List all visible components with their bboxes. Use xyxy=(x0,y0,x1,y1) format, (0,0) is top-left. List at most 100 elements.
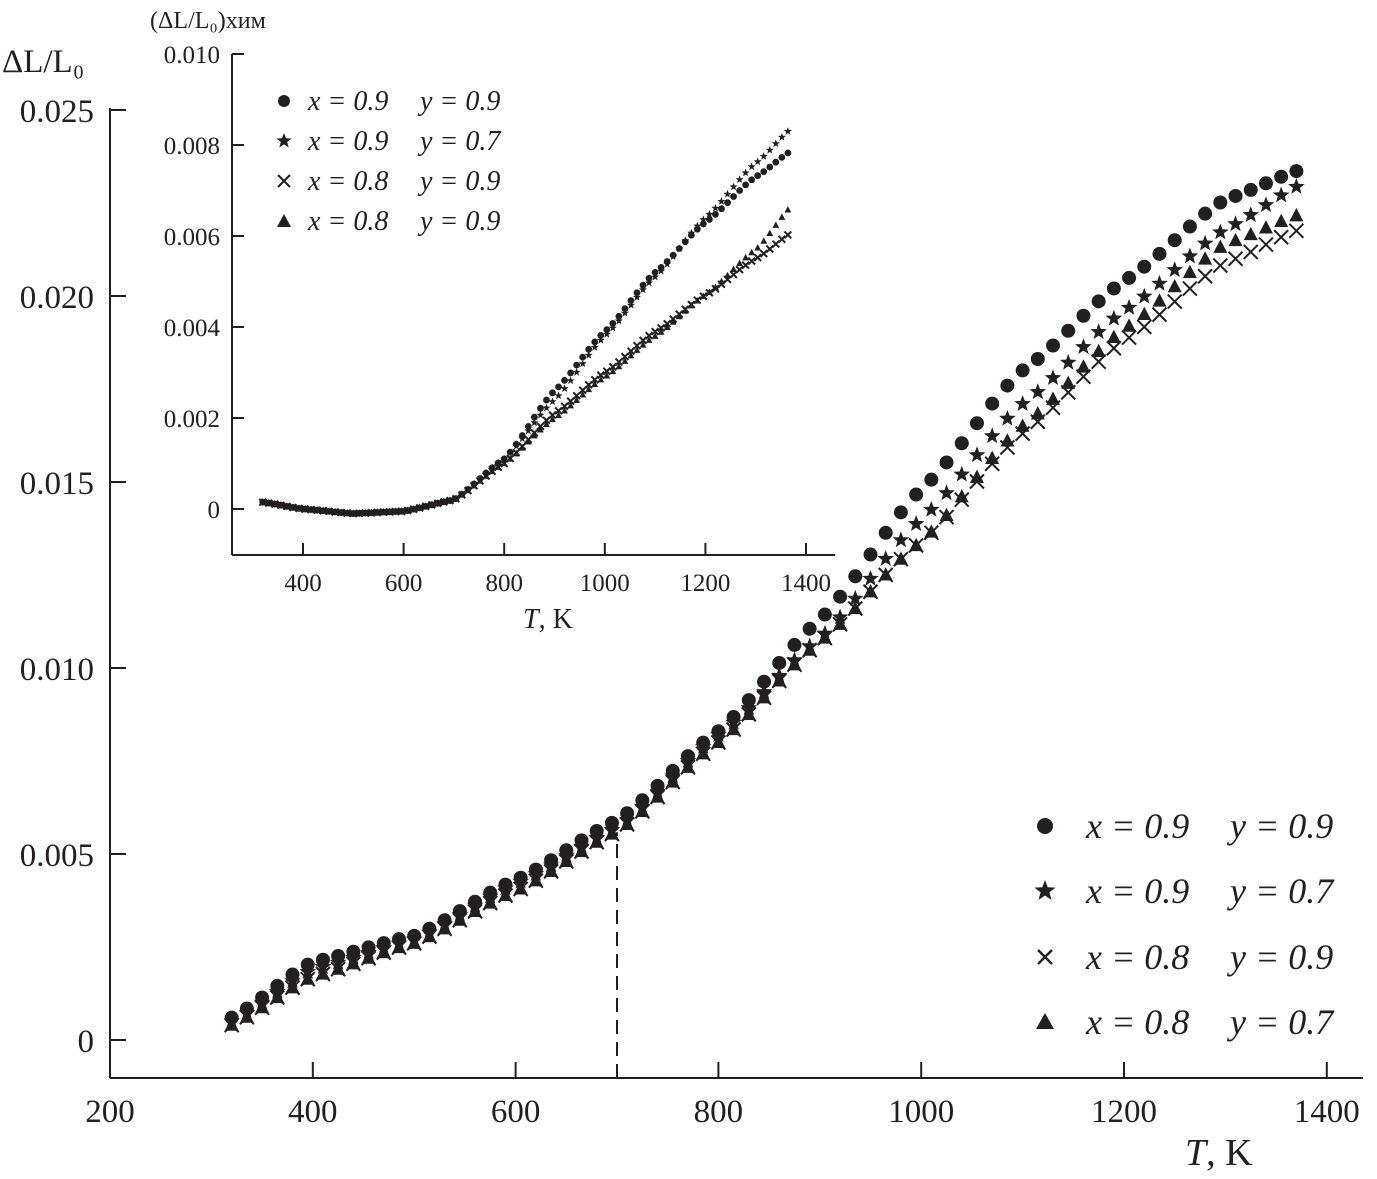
point-triangle xyxy=(567,401,574,409)
point-star xyxy=(765,145,774,154)
point-triangle xyxy=(657,328,665,335)
point-triangle xyxy=(651,332,659,339)
point-star xyxy=(1105,309,1123,326)
point-star xyxy=(1212,223,1229,240)
point-triangle xyxy=(650,789,665,803)
series-triangle xyxy=(224,208,1304,1031)
point-cross xyxy=(753,253,762,262)
point-star xyxy=(687,228,696,237)
point-triangle xyxy=(500,459,508,467)
point-star xyxy=(681,236,690,245)
x-tick-label: 400 xyxy=(288,1094,338,1130)
point-cross xyxy=(566,397,575,406)
point-cross xyxy=(783,230,792,239)
point-circle xyxy=(1289,164,1304,179)
point-circle xyxy=(802,621,817,636)
point-star xyxy=(1075,338,1092,354)
y-tick-label: 0.004 xyxy=(164,315,221,342)
point-circle xyxy=(1182,219,1197,234)
point-triangle xyxy=(289,503,297,511)
point-triangle xyxy=(748,248,756,256)
point-triangle xyxy=(712,283,719,290)
point-triangle xyxy=(969,469,984,483)
point-star xyxy=(999,409,1016,426)
point-triangle xyxy=(470,482,478,489)
point-triangle xyxy=(331,961,346,975)
point-triangle xyxy=(585,385,593,393)
point-triangle xyxy=(681,307,689,314)
point-circle xyxy=(1152,246,1167,261)
inset-y-axis-label: (ΔL/L₀)хим xyxy=(150,8,266,34)
point-triangle xyxy=(591,380,599,387)
point-star xyxy=(518,434,527,442)
point-star xyxy=(831,608,849,625)
point-circle xyxy=(524,422,532,430)
series-triangle xyxy=(259,206,792,517)
point-cross xyxy=(644,331,654,340)
point-circle xyxy=(537,404,544,412)
point-triangle xyxy=(337,508,345,516)
point-circle xyxy=(615,312,623,320)
point-triangle xyxy=(307,505,315,513)
inset-y-ticks: 0 0.002 0.004 0.006 0.008 0.010 xyxy=(164,42,244,524)
y-tick-label: 0.005 xyxy=(20,838,94,874)
inset-legend-x: x = 0.8 xyxy=(307,166,388,197)
point-triangle xyxy=(742,253,750,261)
point-star xyxy=(657,266,666,275)
point-triangle xyxy=(1198,251,1213,265)
point-circle xyxy=(1167,233,1182,248)
point-triangle xyxy=(1122,318,1137,332)
main-legend-x: x = 0.9 xyxy=(1085,871,1189,911)
point-circle xyxy=(1274,169,1289,184)
point-star xyxy=(1029,383,1047,400)
inset-legend-x: x = 0.8 xyxy=(307,206,388,237)
point-triangle xyxy=(361,509,369,516)
point-circle xyxy=(579,353,587,361)
point-triangle xyxy=(392,507,399,515)
point-cross xyxy=(1166,293,1183,310)
point-triangle xyxy=(573,396,581,404)
point-circle xyxy=(1213,195,1228,210)
point-triangle xyxy=(543,420,550,427)
point-triangle xyxy=(833,616,848,630)
point-triangle xyxy=(711,734,726,748)
point-star xyxy=(747,162,756,171)
main-y-ticks: 0 0.005 0.010 0.015 0.020 0.025 xyxy=(20,94,126,1060)
point-cross xyxy=(1182,280,1198,297)
y-tick-label: 0.010 xyxy=(164,42,220,69)
point-triangle xyxy=(1046,391,1061,405)
point-circle xyxy=(760,168,768,176)
main-legend-x: x = 0.9 xyxy=(1085,806,1189,846)
point-cross xyxy=(542,416,551,425)
point-circle xyxy=(893,505,908,520)
point-star xyxy=(907,515,925,531)
point-triangle xyxy=(1000,433,1015,447)
point-triangle xyxy=(696,746,711,760)
point-cross xyxy=(741,261,750,270)
point-circle xyxy=(778,153,786,161)
point-triangle xyxy=(313,506,321,513)
point-triangle xyxy=(1243,226,1258,241)
point-cross xyxy=(1227,251,1244,267)
point-triangle xyxy=(680,759,695,773)
point-cross xyxy=(747,256,756,266)
x-tick-label: 800 xyxy=(485,570,523,597)
point-circle xyxy=(597,331,605,339)
point-triangle xyxy=(283,502,291,510)
point-triangle xyxy=(368,509,375,516)
inset-data-points xyxy=(258,127,792,518)
point-triangle xyxy=(633,346,641,353)
point-triangle xyxy=(663,323,671,330)
point-star xyxy=(862,570,879,586)
point-circle xyxy=(639,281,647,289)
inset-x-axis-label-unit: , K xyxy=(539,604,573,635)
point-triangle xyxy=(434,499,442,507)
point-triangle xyxy=(1152,293,1167,307)
point-triangle xyxy=(325,507,333,515)
point-star xyxy=(494,458,503,467)
point-star xyxy=(717,197,726,205)
point-triangle xyxy=(665,774,680,788)
point-triangle xyxy=(239,1009,254,1023)
point-triangle xyxy=(754,243,762,251)
